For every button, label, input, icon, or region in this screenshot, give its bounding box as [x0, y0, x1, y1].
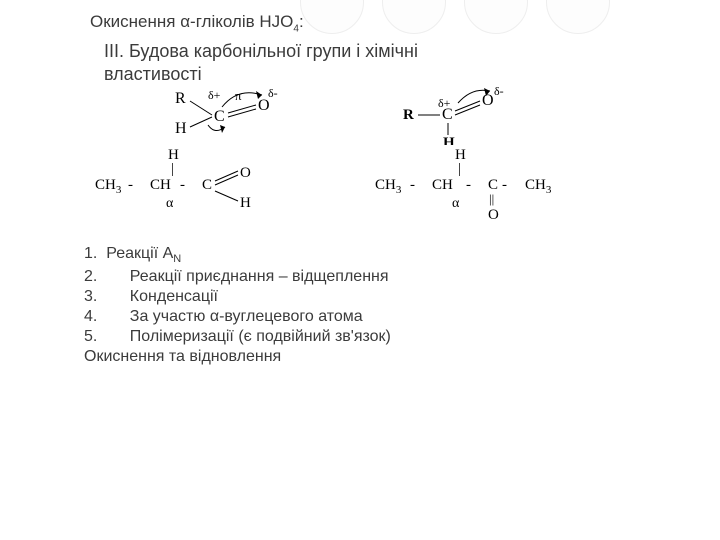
list-item: 5. Полімеризації (є подвійний зв'язок)	[84, 328, 700, 346]
title-text: Окиснення α-гліколів HJO	[90, 12, 293, 31]
list-text: За участю α-вуглецевого атома	[130, 308, 363, 325]
carbonyl-left-diagram: R H C O δ+ δ- π	[170, 85, 300, 145]
list-num: 3.	[84, 288, 97, 305]
svg-text:CH3: CH3	[375, 177, 402, 196]
list-tail: Окиснення та відновлення	[84, 348, 700, 366]
list-item: 1. Реакції AN	[84, 245, 700, 265]
list-item: 2. Реакції приєднання – відщеплення	[84, 268, 700, 286]
list-item: 4. За участю α-вуглецевого атома	[84, 308, 700, 326]
list-num: 2.	[84, 268, 97, 285]
list-num: 5.	[84, 328, 97, 345]
title-tail: :	[299, 12, 304, 31]
list-num: 1.	[84, 245, 97, 262]
ketone-structure: H | CH3 - CH - C - CH3 α || O	[370, 145, 600, 240]
list-num: 4.	[84, 308, 97, 325]
list-text: Полімеризації (є подвійний зв'язок)	[130, 328, 391, 345]
svg-text:CH3: CH3	[95, 177, 122, 196]
svg-text:R: R	[403, 107, 414, 123]
svg-text:O: O	[488, 207, 499, 223]
svg-text:H: H	[175, 120, 187, 137]
svg-text:||: ||	[489, 191, 494, 206]
aldehyde-structure: H | CH3 - CH - C O H α	[90, 145, 310, 235]
svg-text:-: -	[128, 177, 133, 193]
svg-text:C: C	[214, 108, 225, 125]
list-text: Реакції приєднання – відщеплення	[130, 268, 389, 285]
list-text: Реакції A	[106, 245, 173, 262]
svg-text:R: R	[175, 90, 186, 107]
svg-text:δ+: δ+	[438, 96, 451, 110]
svg-text:-: -	[180, 177, 185, 193]
svg-text:-: -	[466, 177, 471, 193]
svg-text:H: H	[240, 195, 251, 211]
svg-text:H: H	[443, 135, 455, 145]
carbonyl-right-diagram: R C O δ+ δ- H	[400, 85, 530, 145]
svg-text:δ-: δ-	[494, 85, 504, 98]
svg-text:O: O	[482, 92, 494, 109]
diagram-row: R H C O δ+ δ- π R C O δ+ δ-	[90, 85, 700, 235]
section-heading: III. Будова карбонільної групи і хімічні…	[104, 40, 484, 85]
list-item: 3. Конденсації	[84, 288, 700, 306]
svg-text:CH3: CH3	[525, 177, 552, 196]
svg-text:|: |	[458, 161, 461, 177]
svg-text:-: -	[502, 177, 507, 193]
oxidation-title: Окиснення α-гліколів HJO4:	[90, 12, 700, 34]
svg-text:δ-: δ-	[268, 86, 278, 100]
list-sub: N	[173, 254, 181, 266]
svg-text:C: C	[202, 177, 212, 193]
svg-text:-: -	[410, 177, 415, 193]
svg-text:α: α	[166, 196, 174, 211]
svg-text:CH: CH	[150, 177, 171, 193]
svg-text:|: |	[171, 161, 174, 177]
reaction-list: 1. Реакції AN 2. Реакції приєднання – ві…	[84, 245, 700, 365]
svg-text:O: O	[240, 165, 251, 181]
svg-text:CH: CH	[432, 177, 453, 193]
svg-text:α: α	[452, 196, 460, 211]
list-text: Конденсації	[130, 288, 218, 305]
svg-text:δ+: δ+	[208, 88, 221, 102]
